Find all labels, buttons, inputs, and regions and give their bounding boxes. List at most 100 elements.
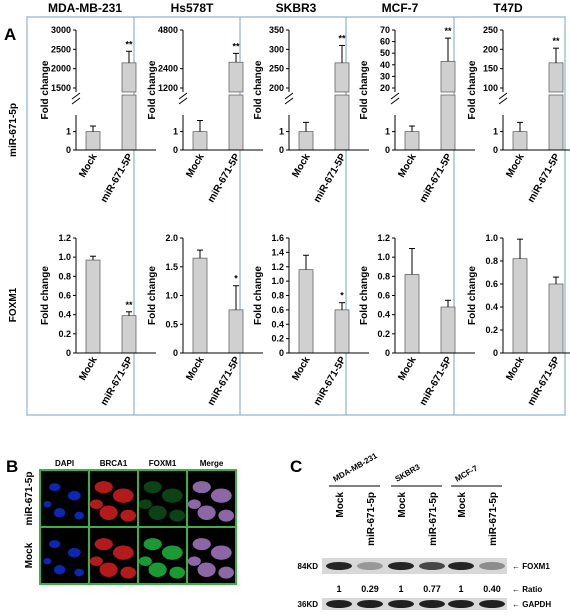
bar-miR-671-5P (228, 309, 244, 354)
significance-mark: ** (338, 33, 346, 43)
y-tick-label: 0.8 (377, 271, 390, 281)
y-tick-label: 70 (380, 25, 390, 35)
y-tick-label: 1 (279, 127, 284, 137)
y-tick-label: 0 (493, 348, 498, 358)
x-tick-label: miR-671-5P (526, 152, 563, 205)
blot-lane-label: Mock (397, 492, 408, 518)
y-tick-label: 200 (269, 83, 284, 93)
foxm1-band (448, 562, 474, 570)
y-tick-label: 0 (173, 145, 178, 155)
y-axis-label: Fold change (147, 60, 158, 119)
blot-lane-label: miR-671-5p (428, 492, 439, 546)
chart-T47D-row1: Fold change 0 0.2 0.4 0.6 0.8 1.0 Mock miR-671-5… (467, 233, 570, 408)
significance-mark: * (234, 274, 238, 284)
y-tick-label: 1.2 (58, 233, 71, 243)
axis-break (178, 92, 188, 100)
blot-cell-line-MCF-7: MCF-7 (454, 463, 480, 483)
bar-miR-671-5P-upper (228, 61, 244, 93)
y-tick-label: 100 (483, 83, 498, 93)
gapdh-band (448, 600, 474, 608)
blot-lane-label: miR-671-5p (366, 492, 377, 546)
y-axis-label: Fold change (467, 266, 478, 325)
y-tick-label: 0.5 (165, 319, 178, 329)
y-tick-label: 0.8 (271, 291, 284, 301)
micrograph-column-DAPI: DAPI (55, 459, 74, 468)
x-tick-label: Mock (396, 355, 419, 383)
panel-c-label: C (290, 457, 302, 476)
bar-miR-671-5P (334, 309, 350, 354)
x-tick-label: miR-671-5P (312, 152, 349, 205)
header-hs578t: Hs578T (171, 1, 214, 15)
y-tick-label: 0.2 (58, 329, 71, 339)
blot-lane-label: Mock (457, 492, 468, 518)
header-mcf7: MCF-7 (382, 1, 419, 15)
axis-break (498, 92, 508, 100)
chart-MDA-MB-231-row0: Fold change 0 1 1500 2000 2500 3000 ** Mock miR-6… (40, 25, 156, 205)
panel-a-frame (26, 16, 566, 416)
header-t47d: T47D (493, 1, 523, 15)
micrograph-column-Merge: Merge (200, 459, 224, 468)
y-tick-label: 0 (173, 348, 178, 358)
y-tick-label: 20 (380, 83, 390, 93)
gapdh-band (357, 600, 383, 608)
y-tick-label: 0.8 (58, 271, 71, 281)
blot-lane-label: miR-671-5p (488, 492, 499, 546)
micrograph-column-FOXM1: FOXM1 (149, 459, 177, 468)
panel-c-western-blot: MDA-MB-231 SKBR3 MCF-7 Mock miR-671-5p Mock mi… (298, 451, 551, 610)
y-tick-label: 0 (279, 348, 284, 358)
bar-Mock (192, 131, 208, 151)
significance-mark: ** (444, 26, 452, 36)
y-tick-label: 40 (380, 60, 390, 70)
micrograph-miR-671-5p-BRCA1 (88, 469, 139, 528)
y-tick-label: 1.0 (377, 252, 390, 262)
gapdh-band (388, 600, 414, 608)
y-tick-label: 0 (385, 145, 390, 155)
micrograph-miR-671-5p-FOXM1 (137, 469, 188, 528)
axis-break (71, 92, 81, 100)
y-tick-label: 0 (66, 348, 71, 358)
gapdh-band (479, 600, 505, 608)
ratio-value: 1 (336, 584, 341, 594)
panel-b-micrographs: DAPI BRCA1 FOXM1 Merge miR-671-5p Mock (24, 459, 237, 585)
y-tick-label: 1 (173, 127, 178, 137)
x-tick-label: miR-671-5P (312, 355, 349, 408)
bar-miR-671-5P-upper (548, 62, 564, 93)
ratio-value: 0.29 (361, 584, 379, 594)
micrograph-Mock-FOXM1 (137, 526, 188, 585)
chart-T47D-row0: Fold change 0 1 100 150 200 250 ** Mock miR-671-5… (467, 25, 570, 205)
y-tick-label: 0.2 (271, 334, 284, 344)
y-tick-label: 2400 (158, 64, 178, 74)
y-axis-label: Fold change (40, 60, 51, 119)
ratio-value: 1 (398, 584, 403, 594)
blot-lane-label: Mock (335, 492, 346, 518)
y-tick-label: 1.4 (271, 247, 284, 257)
ratio-value: 0.77 (423, 584, 441, 594)
bar-Mock (298, 131, 314, 151)
row-label-foxm1: FOXM1 (8, 287, 19, 322)
chart-SKBR3-row0: Fold change 0 1 200 250 300 350 ** Mock miR-671-5… (253, 25, 369, 205)
chart-Hs578T-row1: Fold change 0 0.5 1.0 1.5 2.0 * Mock miR-671-5P (147, 233, 263, 408)
blot-membrane-foxm1 (322, 558, 507, 574)
y-tick-label: 1.0 (58, 252, 71, 262)
bar-Mock (298, 269, 314, 354)
bar-miR-671-5P-lower (121, 94, 137, 151)
y-tick-label: 1 (66, 127, 71, 137)
significance-mark: ** (125, 300, 133, 310)
y-tick-label: 0.4 (377, 310, 390, 320)
ratio-value: 1 (458, 584, 463, 594)
x-tick-label: Mock (290, 355, 313, 383)
y-tick-label: 1.0 (271, 276, 284, 286)
gapdh-band (419, 600, 445, 608)
y-tick-label: 0.2 (377, 329, 390, 339)
band-label-gapdh: ← GAPDH (512, 600, 551, 609)
bar-miR-671-5P (440, 306, 456, 354)
axis-break (71, 97, 81, 105)
y-tick-label: 1200 (158, 83, 178, 93)
y-tick-label: 30 (380, 71, 390, 81)
bar-miR-671-5P-lower (548, 94, 564, 151)
x-tick-label: miR-671-5P (99, 355, 136, 408)
micrograph-Mock-Merge (186, 526, 237, 585)
bar-Mock (404, 131, 420, 151)
y-tick-label: 350 (269, 25, 284, 35)
y-tick-label: 1.0 (485, 233, 498, 243)
